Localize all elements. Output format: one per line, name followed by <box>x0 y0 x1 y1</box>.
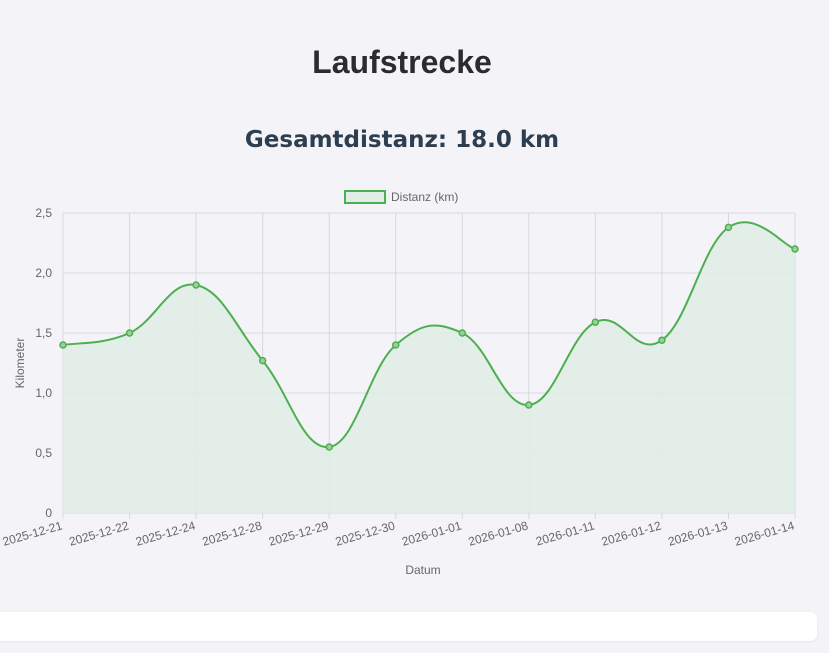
data-point <box>658 336 666 344</box>
legend-label: Distanz (km) <box>391 190 458 204</box>
data-point <box>125 329 134 337</box>
x-tick-label: 2025-12-28 <box>201 518 264 548</box>
y-tick-label: 1,5 <box>35 326 52 340</box>
y-tick-label: 0,5 <box>35 446 52 460</box>
x-tick-label: 2025-12-29 <box>267 518 330 548</box>
y-tick-label: 2,5 <box>35 206 52 220</box>
x-axis-label: Datum <box>405 563 440 577</box>
series-area <box>63 222 795 513</box>
y-tick-label: 2,0 <box>35 266 52 280</box>
x-tick-label: 2026-01-13 <box>666 518 729 548</box>
data-point <box>258 356 267 365</box>
data-point <box>458 329 467 337</box>
data-point <box>391 341 400 349</box>
x-tick-label: 2026-01-14 <box>733 518 796 548</box>
x-tick-label: 2026-01-01 <box>400 518 463 548</box>
data-point <box>791 245 799 253</box>
x-tick-label: 2025-12-30 <box>334 518 397 548</box>
y-tick-label: 0 <box>45 506 52 520</box>
total-distance: Gesamtdistanz: 18.0 km <box>244 127 560 153</box>
x-tick-label: 2025-12-21 <box>1 518 64 548</box>
page-title: Laufstrecke <box>312 44 492 80</box>
x-tick-label: 2026-01-11 <box>534 518 596 548</box>
data-point <box>525 401 533 409</box>
data-point <box>192 281 200 289</box>
y-axis-label: Kilometer <box>13 338 27 389</box>
x-tick-label: 2026-01-08 <box>467 518 530 548</box>
legend-swatch <box>344 190 386 204</box>
bottom-card <box>0 612 817 641</box>
data-point <box>325 443 333 451</box>
x-tick-label: 2025-12-22 <box>68 518 131 548</box>
data-point <box>591 318 600 326</box>
x-tick-label: 2025-12-24 <box>134 518 197 548</box>
data-point <box>724 223 733 232</box>
data-point <box>59 341 67 349</box>
y-tick-label: 1,0 <box>35 386 52 400</box>
x-tick-label: 2026-01-12 <box>600 518 663 548</box>
